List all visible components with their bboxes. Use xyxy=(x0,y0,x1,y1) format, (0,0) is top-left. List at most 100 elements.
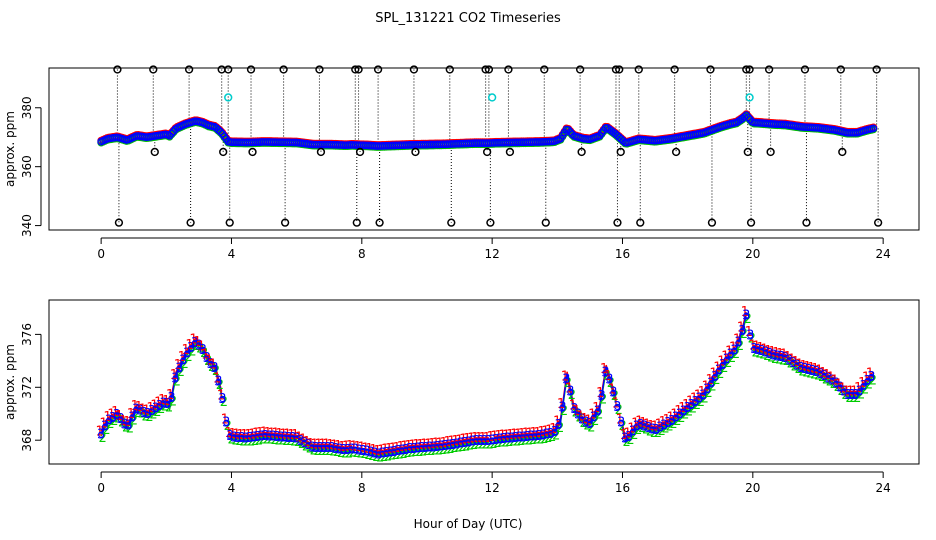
series-3-circle xyxy=(594,408,601,415)
series-3-circle xyxy=(395,448,402,455)
series-2-marker: 2 xyxy=(380,450,388,465)
series-2-marker: 2 xyxy=(587,420,595,435)
series-1-marker: 1 xyxy=(139,403,147,418)
series-3-marker: 3 xyxy=(371,447,379,462)
series-3-marker: 3 xyxy=(551,425,559,440)
series-2-marker: 2 xyxy=(345,446,353,461)
series-2-marker: 2 xyxy=(216,378,224,393)
series-1-marker: 1 xyxy=(330,439,338,454)
series-3-circle xyxy=(539,432,547,439)
series-1-marker: 1 xyxy=(346,439,354,454)
series-2-marker: 2 xyxy=(161,400,169,415)
series-1-marker: 1 xyxy=(608,382,616,397)
cal-low-point xyxy=(802,218,811,227)
top-x-tick-label: 12 xyxy=(485,247,500,261)
cal-high-point xyxy=(634,65,643,74)
series-1-marker: 1 xyxy=(182,343,190,358)
series-3-circle xyxy=(590,414,597,421)
cal-high-point xyxy=(745,65,754,74)
series-2-marker: 2 xyxy=(360,447,368,462)
series-3-circle xyxy=(313,444,320,451)
series-3-circle xyxy=(844,391,852,399)
series-3-circle xyxy=(723,356,730,363)
series-2-marker: 2 xyxy=(220,395,228,410)
series-3-marker: 3 xyxy=(633,420,641,435)
series-3-marker: 3 xyxy=(601,365,609,380)
series-2-marker: 2 xyxy=(662,422,670,437)
series-3-marker: 3 xyxy=(672,411,680,426)
series-1-marker: 1 xyxy=(690,391,698,406)
series-3-marker: 3 xyxy=(754,343,762,358)
cal-low-point xyxy=(411,147,420,157)
series-1-marker: 1 xyxy=(440,436,448,451)
series-1-marker: 1 xyxy=(756,341,764,356)
cal-low-point xyxy=(316,147,326,157)
series-3-marker: 3 xyxy=(226,429,234,444)
cal-low-point xyxy=(743,147,752,157)
series-3-marker: 3 xyxy=(296,434,304,449)
series-3-line xyxy=(100,339,223,434)
series-3-marker: 3 xyxy=(640,419,648,434)
series-3-circle xyxy=(809,368,816,375)
series-2-marker: 2 xyxy=(392,448,400,463)
series-1-marker: 1 xyxy=(314,438,322,453)
series-1-marker: 1 xyxy=(686,395,694,410)
series-3-circle xyxy=(801,366,809,373)
series-2-marker: 2 xyxy=(282,434,290,449)
series-3-marker: 3 xyxy=(97,428,105,443)
series-3-circle xyxy=(207,360,214,367)
series-1-marker: 1 xyxy=(404,439,412,454)
series-3-marker: 3 xyxy=(277,430,285,445)
series-3-circle xyxy=(180,357,187,364)
series-3-circle xyxy=(375,451,382,458)
series-1-marker: 1 xyxy=(201,348,209,363)
series-3-marker: 3 xyxy=(746,328,754,343)
series-3-marker: 3 xyxy=(257,429,265,444)
series-2-marker: 2 xyxy=(102,423,110,438)
series-3-marker: 3 xyxy=(535,429,543,444)
cal-high-point xyxy=(373,65,383,74)
series-1-marker: 1 xyxy=(111,405,119,420)
series-2-marker: 2 xyxy=(642,423,650,438)
series-3-circle xyxy=(743,312,750,319)
series-3-circle xyxy=(367,449,375,456)
series-3-circle xyxy=(758,347,766,355)
series-3-marker: 3 xyxy=(461,436,469,451)
series-3-marker: 3 xyxy=(570,402,578,417)
bottom-x-tick-label: 12 xyxy=(485,481,500,495)
cal-high-point xyxy=(504,65,513,74)
series-3-marker: 3 xyxy=(558,400,566,415)
series-1-marker: 1 xyxy=(819,366,827,381)
series-3-marker: 3 xyxy=(382,446,390,461)
series-1-marker: 1 xyxy=(479,431,487,446)
series-2-marker: 2 xyxy=(419,445,427,460)
series-3-circle xyxy=(567,388,574,395)
series-2-marker: 2 xyxy=(200,346,208,361)
series-3-marker: 3 xyxy=(770,348,778,363)
series-3-circle xyxy=(747,332,754,339)
series-2-marker: 2 xyxy=(439,443,447,458)
series-1-marker: 1 xyxy=(381,443,389,458)
series-3-circle xyxy=(203,354,210,361)
series-1-marker: 1 xyxy=(835,377,843,392)
series-3-marker: 3 xyxy=(453,437,461,452)
series-3-marker: 3 xyxy=(101,420,109,435)
series-1-marker: 1 xyxy=(483,431,491,446)
series-3-circle xyxy=(524,433,531,441)
series-1-marker: 1 xyxy=(322,438,330,453)
series-3-marker: 3 xyxy=(445,439,453,454)
series-3-marker: 3 xyxy=(187,341,195,356)
cal-low-point xyxy=(613,218,622,227)
series-1-marker: 1 xyxy=(623,427,631,442)
series-3-circle xyxy=(324,444,332,451)
series-1-marker: 1 xyxy=(142,404,150,419)
series-1-marker: 1 xyxy=(612,397,620,412)
series-1-marker: 1 xyxy=(745,325,753,340)
series-2-marker: 2 xyxy=(845,391,853,406)
series-2-marker: 2 xyxy=(509,435,517,450)
series-3-marker: 3 xyxy=(468,435,476,450)
series-3-circle xyxy=(391,448,398,455)
series-3-circle xyxy=(262,432,269,440)
top-plot-frame xyxy=(48,67,920,231)
